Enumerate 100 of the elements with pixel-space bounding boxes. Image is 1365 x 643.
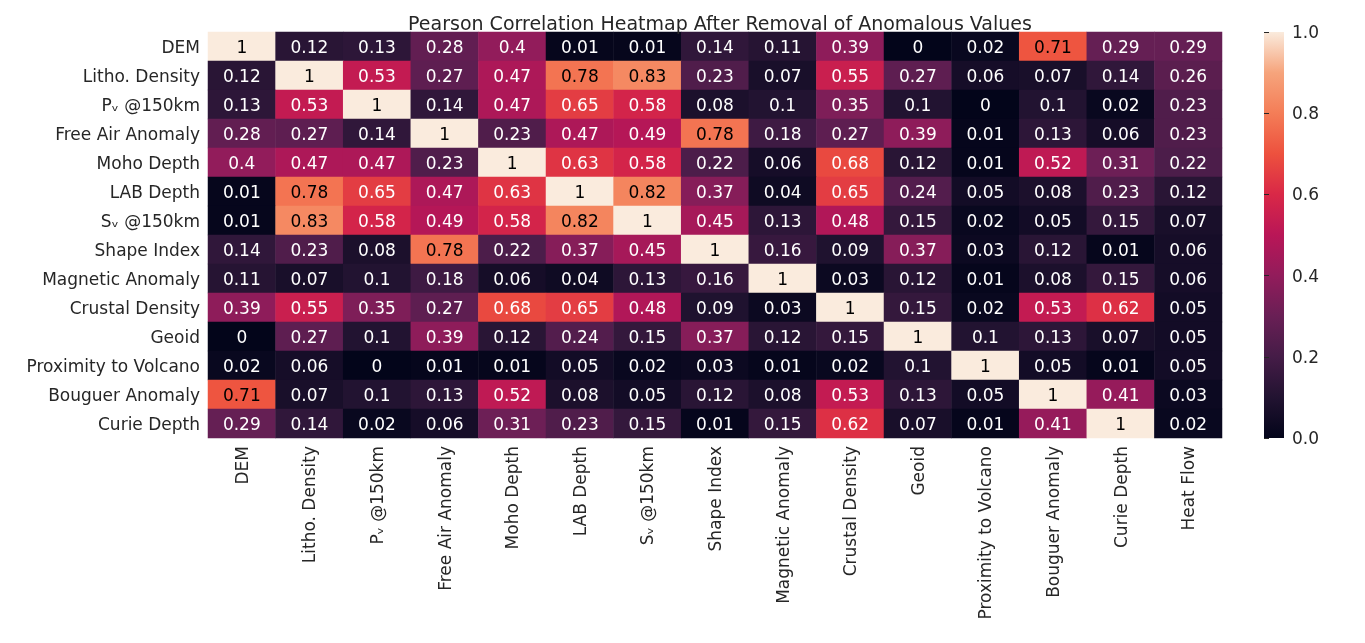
y-tick-label: Geoid xyxy=(150,326,200,347)
data-label: 1 xyxy=(1115,413,1127,434)
data-label: 0.26 xyxy=(1169,65,1208,86)
data-label: 1 xyxy=(912,326,924,347)
color-bar-label: 0.0 xyxy=(1292,428,1320,448)
data-label: 0.29 xyxy=(222,413,261,434)
data-label: 0.48 xyxy=(628,297,667,318)
data-label: 0.15 xyxy=(898,297,937,318)
data-label: 0.71 xyxy=(1034,36,1072,57)
data-label: 0.05 xyxy=(1034,210,1072,231)
y-tick-label: Magnetic Anomaly xyxy=(42,268,200,289)
data-label: 0.45 xyxy=(628,239,667,260)
data-label: 0.02 xyxy=(222,355,261,376)
data-label: 0.47 xyxy=(493,94,532,115)
data-label: 0.13 xyxy=(222,94,261,115)
data-label: 0.23 xyxy=(425,152,464,173)
data-label: 0.39 xyxy=(831,36,870,57)
data-label: 0.58 xyxy=(628,94,667,115)
data-label: 0.53 xyxy=(290,94,329,115)
data-label: 0.15 xyxy=(831,326,870,347)
y-tick-label: Bouguer Anomaly xyxy=(48,384,200,405)
data-label: 0.02 xyxy=(966,210,1005,231)
x-tick-label: Shape Index xyxy=(705,446,725,552)
y-tick-label: Moho Depth xyxy=(96,152,200,173)
data-label: 0.63 xyxy=(493,181,532,202)
data-label: 0.1 xyxy=(1039,94,1067,115)
data-label: 0.78 xyxy=(425,239,464,260)
x-tick-label: Moho Depth xyxy=(502,446,523,550)
data-label: 0.03 xyxy=(831,268,870,289)
data-label: 0.14 xyxy=(222,239,261,260)
data-label: 0.06 xyxy=(1169,268,1208,289)
data-label: 0.39 xyxy=(898,123,937,144)
data-label: 0.12 xyxy=(1169,181,1208,202)
data-label: 0.22 xyxy=(696,152,734,173)
data-label: 0.78 xyxy=(560,65,599,86)
data-label: 0.05 xyxy=(628,384,667,405)
data-label: 0.02 xyxy=(1169,413,1208,434)
data-label: 0.1 xyxy=(769,94,797,115)
data-label: 0.03 xyxy=(763,297,802,318)
data-label: 0.18 xyxy=(763,123,802,144)
data-label: 0.02 xyxy=(831,355,870,376)
data-label: 0.08 xyxy=(696,94,734,115)
data-label: 0.07 xyxy=(290,384,329,405)
data-label: 0.01 xyxy=(493,355,532,376)
data-label: 0.68 xyxy=(831,152,870,173)
x-tick-label: Crustal Density xyxy=(840,446,861,577)
data-label: 0 xyxy=(912,36,924,57)
data-label: 0.39 xyxy=(222,297,261,318)
data-label: 0.06 xyxy=(966,65,1005,86)
data-label: 0.13 xyxy=(628,268,667,289)
data-label: 0.12 xyxy=(898,268,937,289)
data-label: 0.14 xyxy=(1101,65,1140,86)
data-label: 0.13 xyxy=(1034,326,1072,347)
data-label: 0.15 xyxy=(628,413,667,434)
data-label: 0.13 xyxy=(425,384,464,405)
data-label: 0.08 xyxy=(560,384,599,405)
data-label: 0.28 xyxy=(425,36,464,57)
data-label: 0.02 xyxy=(966,297,1005,318)
data-label: 0.1 xyxy=(904,355,932,376)
data-label: 0.4 xyxy=(498,36,526,57)
data-label: 0.47 xyxy=(560,123,599,144)
data-label: 0.01 xyxy=(966,413,1005,434)
data-label: 0.23 xyxy=(1101,181,1140,202)
data-label: 1 xyxy=(777,268,789,289)
color-bar-label: 1.0 xyxy=(1292,22,1320,42)
data-label: 0.05 xyxy=(966,181,1005,202)
data-label: 1 xyxy=(709,239,721,260)
data-label: 0.23 xyxy=(696,65,734,86)
data-label: 0.53 xyxy=(358,65,396,86)
data-label: 0.15 xyxy=(628,326,667,347)
data-label: 0.53 xyxy=(831,384,870,405)
data-label: 0.07 xyxy=(1101,326,1140,347)
data-label: 0.71 xyxy=(222,384,261,405)
data-label: 0.31 xyxy=(493,413,532,434)
data-label: 0.65 xyxy=(358,181,396,202)
data-label: 0.27 xyxy=(425,297,464,318)
data-label: 0.23 xyxy=(1169,123,1208,144)
data-label: 0.11 xyxy=(763,36,802,57)
color-bar-label: 0.8 xyxy=(1292,103,1320,124)
data-label: 0.16 xyxy=(696,268,734,289)
y-tick-label: Curie Depth xyxy=(98,413,200,434)
x-tick-label: Sᵥ @150km xyxy=(637,446,658,546)
data-label: 0.23 xyxy=(560,413,599,434)
data-label: 1 xyxy=(979,355,991,376)
data-label: 0.12 xyxy=(696,384,734,405)
data-label: 0.12 xyxy=(290,36,329,57)
data-label: 0.03 xyxy=(696,355,734,376)
data-label: 0.14 xyxy=(290,413,329,434)
data-label: 0.37 xyxy=(560,239,599,260)
data-label: 1 xyxy=(303,65,315,86)
x-tick-label: Litho. Density xyxy=(299,446,320,564)
data-label: 0.28 xyxy=(222,123,261,144)
data-label: 0.68 xyxy=(493,297,532,318)
data-label: 0.23 xyxy=(290,239,329,260)
x-tick-label: Proximity to Volcano xyxy=(975,446,996,620)
data-label: 0.16 xyxy=(763,239,802,260)
data-label: 0.18 xyxy=(425,268,464,289)
data-label: 0.24 xyxy=(560,326,599,347)
data-label: 1 xyxy=(506,152,518,173)
data-label: 0.02 xyxy=(966,36,1005,57)
